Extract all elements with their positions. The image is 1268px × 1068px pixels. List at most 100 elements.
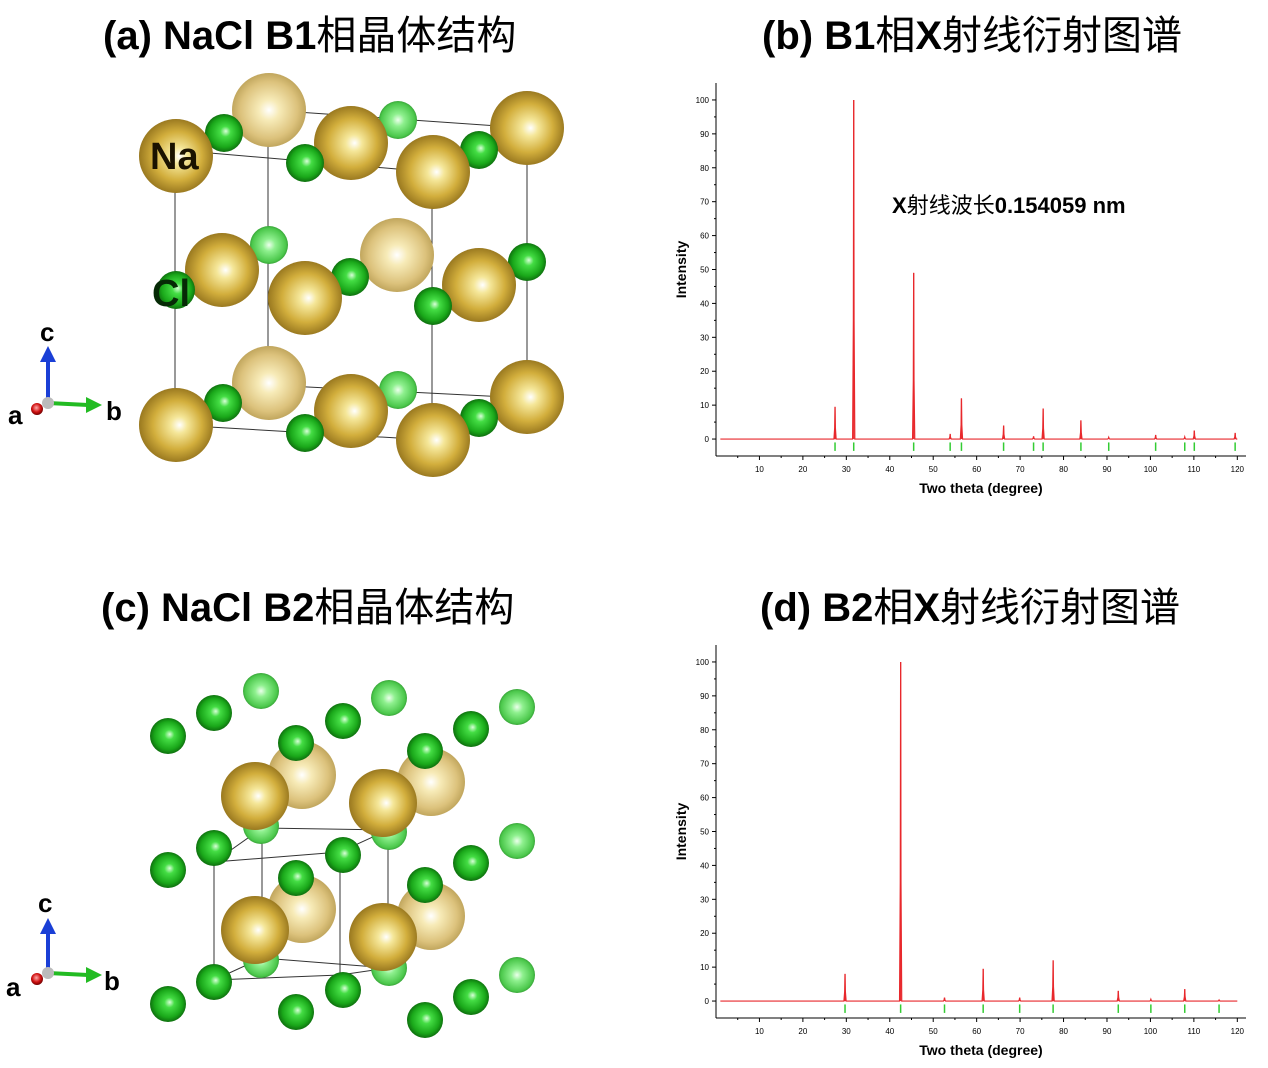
axis-indicator: c a b	[8, 317, 122, 430]
cl-atom	[499, 823, 535, 859]
panel-c-title-suffix: 相晶体结构	[314, 585, 515, 631]
x-tick-label: 30	[842, 1027, 851, 1036]
cl-atom	[243, 673, 279, 709]
cl-atom	[196, 830, 232, 866]
y-tick-label: 70	[700, 198, 709, 207]
b1-crystal-structure: Na Cl c a b	[8, 73, 564, 477]
cl-atom	[150, 986, 186, 1022]
panel-b-title: (b) B1相X射线衍射图谱	[762, 16, 1182, 56]
xrd-chart-0: 0 10 20 30 40 50 60 70 80 90 100 10 20 30 40 50 60 70 80 90…	[673, 83, 1246, 496]
cl-atom	[157, 271, 195, 309]
x-tick-label: 100	[1144, 465, 1158, 474]
y-tick-label: 50	[700, 828, 709, 837]
panel-c-title: (c) NaCl B2相晶体结构	[101, 588, 514, 628]
x-tick-label: 50	[929, 465, 938, 474]
cl-label: Cl	[152, 273, 190, 315]
panel-d-title-x: X	[913, 586, 941, 630]
y-tick-label: 80	[700, 726, 709, 735]
na-atom	[349, 769, 417, 837]
panel-b-title-prefix: (b) B1	[762, 14, 876, 58]
x-tick-label: 40	[885, 1027, 894, 1036]
wavelength-annotation: X射线波长0.154059 nm	[892, 188, 1126, 220]
axis-b-label: b	[106, 396, 122, 426]
panel-a-title-suffix: 相晶体结构	[316, 13, 517, 59]
panel-b-title-mid: 相	[875, 13, 916, 59]
cl-atom	[407, 867, 443, 903]
y-tick-label: 20	[700, 367, 709, 376]
y-tick-label: 60	[700, 794, 709, 803]
y-tick-label: 20	[700, 929, 709, 938]
x-tick-label: 100	[1144, 1027, 1158, 1036]
panel-b-title-suffix: 射线衍射图谱	[942, 13, 1183, 59]
cl-atom	[460, 399, 498, 437]
y-tick-label: 10	[700, 963, 709, 972]
y-tick-label: 40	[700, 299, 709, 308]
cl-atom	[499, 689, 535, 725]
cl-atom	[150, 718, 186, 754]
panel-a-title-prefix: (a) NaCl B1	[103, 14, 317, 58]
x-tick-label: 80	[1059, 1027, 1068, 1036]
cl-atom	[371, 680, 407, 716]
cl-atom	[453, 979, 489, 1015]
panel-d-title: (d) B2相X射线衍射图谱	[760, 588, 1180, 628]
na-atom	[185, 233, 259, 307]
axis-c-label: c	[38, 888, 52, 918]
na-atom	[139, 388, 213, 462]
cl-atom	[460, 131, 498, 169]
na-atom	[442, 248, 516, 322]
y-axis-label: Intensity	[673, 803, 689, 861]
y-tick-label: 90	[700, 692, 709, 701]
cl-atom	[196, 695, 232, 731]
x-tick-label: 20	[798, 465, 807, 474]
x-tick-label: 10	[755, 465, 764, 474]
x-tick-label: 50	[929, 1027, 938, 1036]
cl-atom	[204, 384, 242, 422]
panel-d-title-suffix: 射线衍射图谱	[940, 585, 1181, 631]
cl-atom	[453, 711, 489, 747]
cl-atom	[278, 994, 314, 1030]
panel-d-title-mid: 相	[873, 585, 914, 631]
cl-atom	[325, 703, 361, 739]
na-atom	[139, 119, 213, 193]
x-tick-label: 70	[1016, 1027, 1025, 1036]
x-axis-label: Two theta (degree)	[919, 480, 1042, 496]
y-tick-label: 50	[700, 266, 709, 275]
annotation-value: 0.154059 nm	[994, 193, 1126, 218]
cl-atom	[379, 371, 417, 409]
cl-atom	[414, 287, 452, 325]
x-tick-label: 60	[972, 1027, 981, 1036]
cl-atom	[196, 964, 232, 1000]
y-tick-label: 60	[700, 232, 709, 241]
x-tick-label: 110	[1187, 465, 1200, 474]
y-tick-label: 70	[700, 760, 709, 769]
na-atom	[268, 261, 342, 335]
x-tick-label: 90	[1103, 465, 1112, 474]
na-atom	[360, 218, 434, 292]
cl-atom	[325, 972, 361, 1008]
na-atom	[396, 135, 470, 209]
cl-atom	[407, 733, 443, 769]
y-tick-label: 0	[705, 435, 710, 444]
na-atom	[221, 896, 289, 964]
cl-atom	[250, 226, 288, 264]
cl-atom	[278, 860, 314, 896]
panel-a-title: (a) NaCl B1相晶体结构	[103, 16, 516, 56]
cl-atom	[331, 258, 369, 296]
x-tick-label: 120	[1231, 1027, 1245, 1036]
y-tick-label: 30	[700, 895, 709, 904]
axis-indicator: c a b	[6, 888, 120, 1002]
na-atom	[221, 762, 289, 830]
na-atom	[490, 360, 564, 434]
axis-a-label: a	[6, 972, 21, 1002]
cl-atom	[379, 101, 417, 139]
cl-atom	[286, 414, 324, 452]
annotation-x: X	[892, 193, 907, 218]
na-label: Na	[150, 136, 199, 178]
y-tick-label: 100	[696, 96, 710, 105]
y-tick-label: 10	[700, 401, 709, 410]
xrd-pattern-line	[720, 99, 1238, 440]
cl-atom	[407, 1002, 443, 1038]
x-axis-label: Two theta (degree)	[919, 1042, 1042, 1058]
x-tick-label: 10	[755, 1027, 764, 1036]
na-atom	[349, 903, 417, 971]
